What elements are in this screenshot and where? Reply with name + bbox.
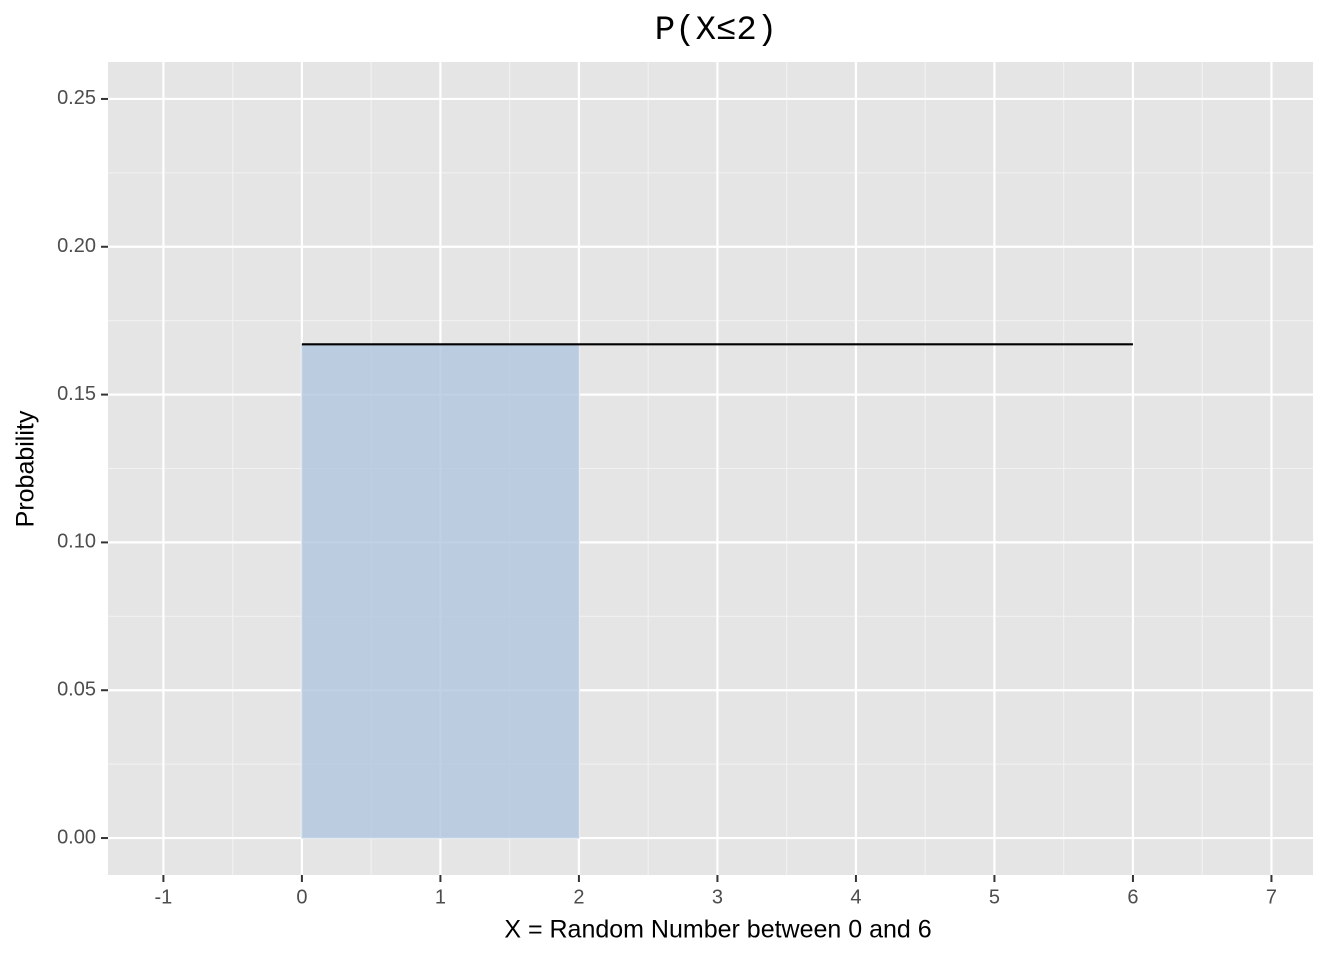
x-axis-label: X = Random Number between 0 and 6 xyxy=(504,916,931,944)
x-tick-label: 1 xyxy=(435,886,446,908)
x-tick-label: 0 xyxy=(296,886,307,908)
y-tick-label: 0.25 xyxy=(57,87,96,109)
y-tick-label: 0.05 xyxy=(57,679,96,701)
y-tick-label: 0.20 xyxy=(57,235,96,257)
y-axis-label: Probability xyxy=(12,410,40,527)
x-tick-label: 4 xyxy=(850,886,861,908)
x-tick-label: 3 xyxy=(712,886,723,908)
x-tick-label: 2 xyxy=(573,886,584,908)
x-tick-label: 5 xyxy=(989,886,1000,908)
x-tick-label: 7 xyxy=(1266,886,1277,908)
y-tick-label: 0.10 xyxy=(57,531,96,553)
y-tick-label: 0.00 xyxy=(57,826,96,848)
chart-title: P(X≤2) xyxy=(655,12,777,50)
x-tick-label: 6 xyxy=(1127,886,1138,908)
y-tick-label: 0.15 xyxy=(57,383,96,405)
x-tick-label: -1 xyxy=(155,886,173,908)
shaded-area xyxy=(301,343,580,839)
